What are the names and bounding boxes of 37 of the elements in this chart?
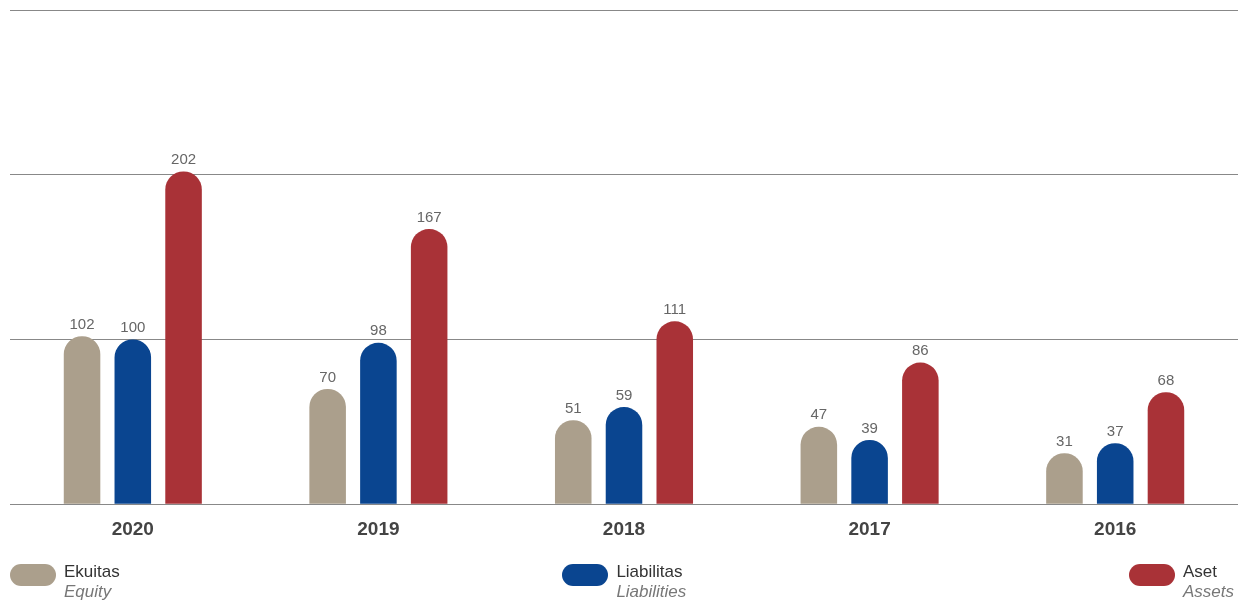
bar [63,336,101,504]
legend-label: Ekuitas Equity [64,562,120,602]
data-label: 98 [370,321,387,339]
bar [656,321,694,504]
data-label: 202 [171,150,197,168]
x-tick-label: 2016 [1094,517,1137,539]
data-label: 39 [861,418,878,436]
x-tick-label: 2020 [111,517,154,539]
legend-label: Liabilitas Liabilities [616,562,687,602]
bar [1147,392,1185,504]
data-label: 102 [69,314,95,332]
data-label: 47 [810,405,828,423]
data-label: 51 [564,398,582,416]
data-label: 68 [1157,370,1175,388]
data-label: 111 [663,299,687,317]
bar [309,388,346,504]
bar [554,420,592,504]
bar [410,229,448,504]
data-label: 37 [1106,421,1124,439]
bar [902,362,939,504]
data-label: 167 [416,207,442,225]
bar [114,339,152,504]
data-label: 31 [1056,431,1073,449]
bar [165,171,202,504]
x-tick-label: 2017 [848,517,891,539]
data-label: 100 [120,318,146,336]
bar [360,342,397,504]
data-label: 59 [615,385,633,403]
data-label: 86 [912,341,929,359]
legend-label: Aset Assets [1182,562,1234,602]
bar [851,439,888,504]
bar [1096,443,1134,504]
data-label: 70 [319,367,336,385]
bar [800,426,838,504]
x-tick-label: 2019 [357,517,400,539]
bar [605,407,643,504]
x-tick-label: 2018 [602,517,646,539]
